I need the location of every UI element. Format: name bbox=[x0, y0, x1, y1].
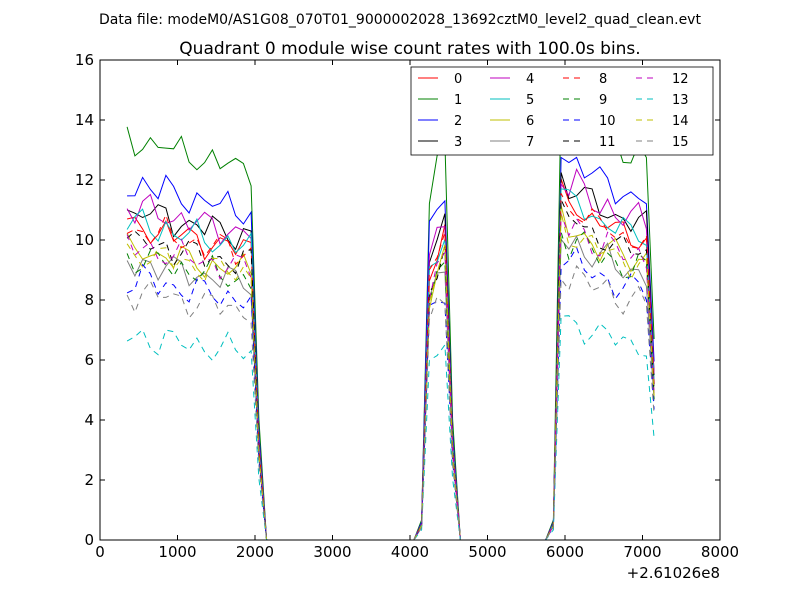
legend-label-8: 8 bbox=[599, 72, 607, 87]
series-line-13 bbox=[126, 315, 655, 541]
series-line-15 bbox=[126, 265, 655, 541]
legend-label-3: 3 bbox=[454, 135, 462, 150]
legend-label-13: 13 bbox=[672, 93, 689, 108]
x-tick-label: 1000 bbox=[158, 543, 196, 561]
legend-label-1: 1 bbox=[454, 93, 462, 108]
legend-label-6: 6 bbox=[526, 114, 534, 129]
series-line-1 bbox=[126, 96, 655, 541]
y-tick-label: 16 bbox=[75, 51, 94, 69]
y-tick-label: 14 bbox=[75, 111, 94, 129]
x-tick-label: 3000 bbox=[313, 543, 351, 561]
series-line-3 bbox=[126, 172, 655, 541]
x-tick-label: 8000 bbox=[701, 543, 739, 561]
legend-label-0: 0 bbox=[454, 72, 462, 87]
series-line-5 bbox=[126, 188, 655, 541]
series-line-7 bbox=[126, 235, 655, 541]
legend-label-12: 12 bbox=[672, 72, 689, 87]
x-tick-label: 2000 bbox=[236, 543, 274, 561]
legend-label-10: 10 bbox=[599, 114, 616, 129]
legend-box bbox=[410, 66, 714, 156]
chart-suptitle: Data file: modeM0/AS1G08_070T01_90000020… bbox=[99, 12, 701, 28]
series-line-10 bbox=[126, 246, 655, 541]
axis-ticks: 0 1000 2000 3000 4000 5000 6000 7000 80000246810… bbox=[75, 51, 739, 561]
y-tick-label: 10 bbox=[75, 231, 94, 249]
x-offset-label: +2.61026e8 bbox=[627, 564, 720, 582]
legend-label-2: 2 bbox=[454, 114, 462, 129]
series-line-2 bbox=[127, 156, 655, 541]
y-tick-label: 12 bbox=[75, 171, 94, 189]
x-tick-label: 6000 bbox=[546, 543, 584, 561]
legend-label-15: 15 bbox=[672, 135, 689, 150]
legend-label-5: 5 bbox=[526, 93, 534, 108]
legend-label-7: 7 bbox=[526, 135, 534, 150]
y-tick-label: 4 bbox=[84, 411, 94, 429]
series-line-11 bbox=[126, 199, 655, 541]
x-tick-label: 0 bbox=[95, 543, 105, 561]
series-line-6 bbox=[126, 205, 655, 541]
legend-label-11: 11 bbox=[599, 135, 616, 150]
y-tick-label: 2 bbox=[84, 471, 94, 489]
y-tick-label: 6 bbox=[84, 351, 94, 369]
legend-label-4: 4 bbox=[526, 72, 534, 87]
series-line-4 bbox=[126, 167, 655, 541]
series-line-12 bbox=[126, 213, 655, 541]
series-line-0 bbox=[126, 178, 655, 541]
legend-label-14: 14 bbox=[672, 114, 689, 129]
x-tick-label: 5000 bbox=[468, 543, 506, 561]
chart-title: Quadrant 0 module wise count rates with … bbox=[179, 39, 640, 59]
plot-lines bbox=[126, 96, 655, 541]
series-line-8 bbox=[126, 193, 655, 541]
x-tick-label: 4000 bbox=[391, 543, 429, 561]
legend-label-9: 9 bbox=[599, 93, 607, 108]
series-line-14 bbox=[126, 212, 655, 541]
y-tick-label: 0 bbox=[84, 531, 94, 549]
x-tick-label: 7000 bbox=[623, 543, 661, 561]
y-tick-label: 8 bbox=[84, 291, 94, 309]
